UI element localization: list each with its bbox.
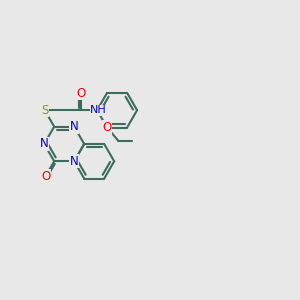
Text: O: O [41,169,50,182]
Text: S: S [41,104,48,117]
Text: O: O [76,87,85,100]
Text: NH: NH [90,105,107,115]
Text: N: N [70,155,79,168]
Text: O: O [103,121,112,134]
Text: N: N [40,137,49,151]
Text: N: N [70,120,79,133]
